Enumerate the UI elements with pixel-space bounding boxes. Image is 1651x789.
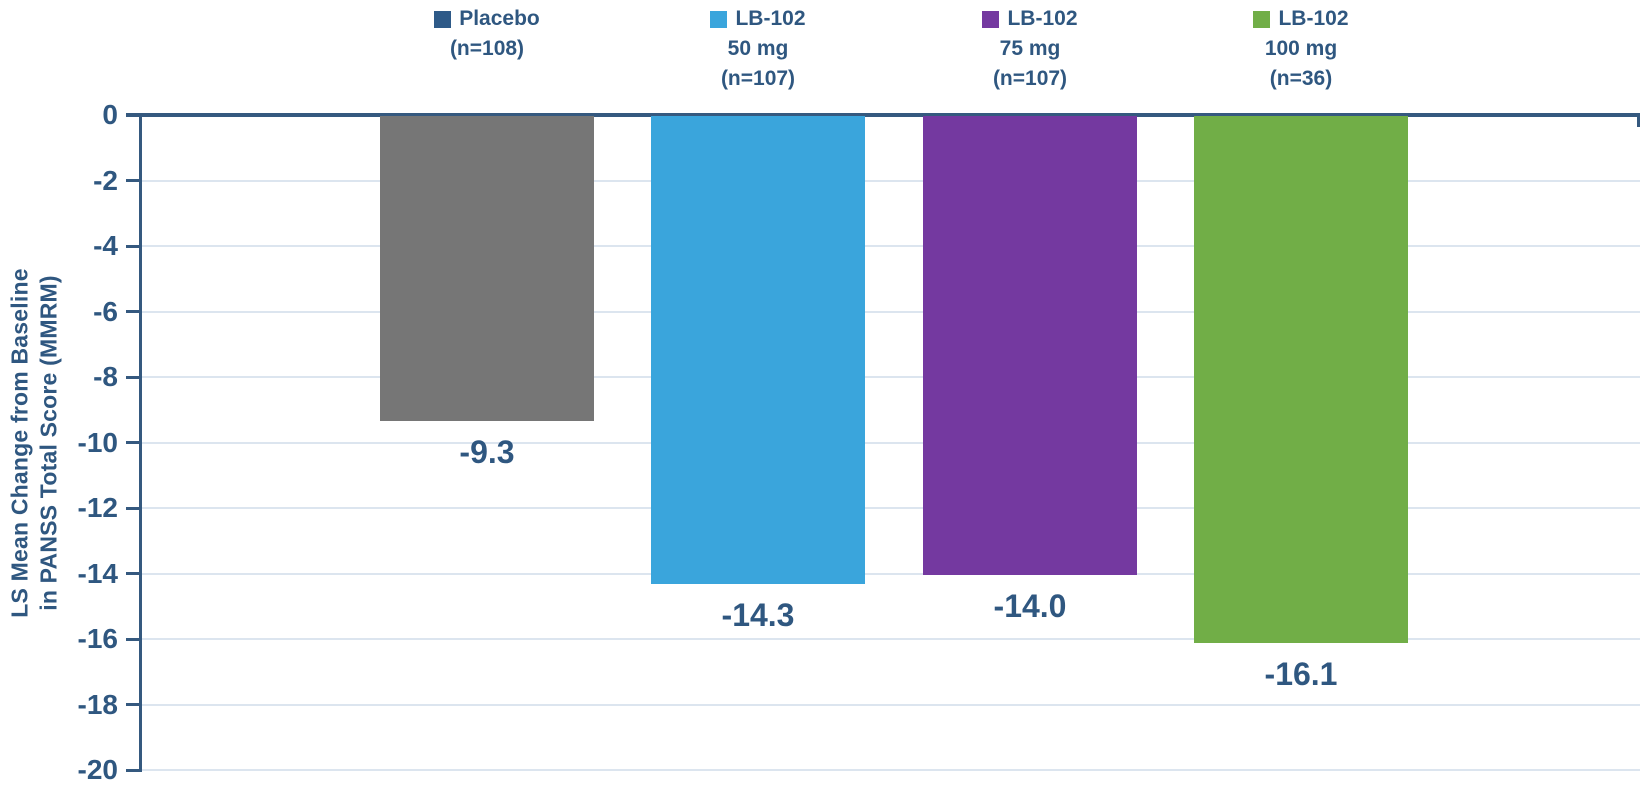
legend-label: (n=107) bbox=[720, 67, 796, 90]
y-axis-tick-mark bbox=[126, 179, 141, 182]
y-axis-tick-mark bbox=[126, 703, 141, 706]
gridline bbox=[142, 572, 1640, 575]
y-tick-label: -20 bbox=[77, 754, 118, 785]
legend-entry: LB-102 100 mg (n=36) bbox=[1191, 4, 1411, 94]
y-tick-label: -8 bbox=[93, 361, 118, 392]
legend-label: (n=107) bbox=[992, 67, 1068, 90]
y-axis-tick-mark bbox=[126, 768, 141, 772]
legend-label: 100 mg bbox=[1264, 37, 1338, 60]
legend-label: LB-102 bbox=[1007, 7, 1078, 30]
y-tick-label: -18 bbox=[77, 688, 118, 720]
gridline bbox=[142, 703, 1640, 706]
x-axis-end-tick bbox=[1637, 113, 1640, 127]
y-axis-title: LS Mean Change from Baseline in PANSS To… bbox=[6, 116, 66, 771]
bar bbox=[651, 116, 865, 585]
y-tick-label: -10 bbox=[77, 426, 118, 458]
gridline bbox=[142, 376, 1640, 378]
legend-label: Placebo bbox=[459, 7, 540, 30]
bar bbox=[380, 116, 594, 421]
y-axis-tick-mark bbox=[126, 572, 141, 575]
legend-swatch-icon bbox=[982, 10, 1000, 28]
y-axis-tick-mark bbox=[126, 375, 141, 379]
gridline bbox=[142, 769, 1640, 771]
legend-line: Placebo bbox=[434, 4, 540, 34]
bar bbox=[923, 116, 1137, 575]
legend-label: 50 mg bbox=[727, 37, 789, 60]
bar-value-label: -9.3 bbox=[459, 433, 515, 470]
legend-swatch-icon bbox=[710, 10, 728, 28]
legend-label: 75 mg bbox=[999, 37, 1061, 60]
bar bbox=[1194, 116, 1408, 644]
y-tick-label: -6 bbox=[93, 295, 118, 327]
legend-swatch-icon bbox=[434, 10, 452, 28]
gridline bbox=[142, 179, 1640, 182]
gridline bbox=[142, 441, 1640, 444]
gridline bbox=[142, 245, 1640, 247]
y-tick-label: -2 bbox=[93, 164, 118, 196]
y-tick-label: -14 bbox=[77, 557, 118, 589]
legend-swatch-icon bbox=[1253, 10, 1271, 28]
y-tick-label: -4 bbox=[93, 230, 118, 261]
y-axis-tick-mark bbox=[126, 310, 141, 313]
legend-line: LB-102 bbox=[710, 4, 806, 34]
gridline bbox=[142, 310, 1640, 313]
gridline bbox=[142, 638, 1640, 640]
bar-value-label: -14.3 bbox=[721, 597, 795, 634]
legend-line: LB-102 bbox=[1253, 4, 1349, 34]
y-tick-label: -16 bbox=[77, 623, 118, 654]
y-axis-tick-mark bbox=[126, 441, 141, 444]
x-axis-zero-line bbox=[126, 113, 1640, 117]
bar-value-label: -16.1 bbox=[1264, 656, 1338, 693]
legend-label: (n=108) bbox=[449, 37, 525, 60]
legend-entry: Placebo (n=108) bbox=[377, 4, 597, 64]
y-axis-line bbox=[139, 113, 142, 772]
legend-label: LB-102 bbox=[735, 7, 806, 30]
legend-label: LB-102 bbox=[1278, 7, 1349, 30]
legend-entry: LB-102 50 mg (n=107) bbox=[648, 4, 868, 94]
y-axis-title-line1: LS Mean Change from Baseline bbox=[6, 268, 33, 618]
y-axis-tick-mark bbox=[126, 244, 141, 248]
y-tick-label: -12 bbox=[77, 492, 118, 523]
gridline bbox=[142, 507, 1640, 509]
legend-entry: LB-102 75 mg (n=107) bbox=[920, 4, 1140, 94]
legend-label: (n=36) bbox=[1269, 67, 1333, 90]
y-tick-label: 0 bbox=[102, 99, 118, 130]
bar-value-label: -14.0 bbox=[993, 587, 1067, 624]
y-axis-tick-mark bbox=[126, 506, 141, 510]
y-axis-tick-mark bbox=[126, 637, 141, 641]
legend-line: LB-102 bbox=[982, 4, 1078, 34]
